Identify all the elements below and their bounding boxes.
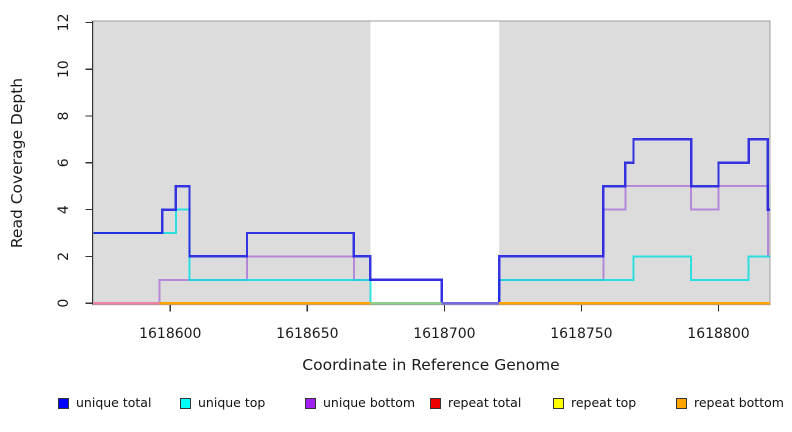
legend-label: repeat total bbox=[448, 395, 522, 410]
x-axis-title: Coordinate in Reference Genome bbox=[302, 356, 559, 374]
legend-label: unique top bbox=[198, 395, 266, 410]
y-tick-label: 4 bbox=[56, 205, 72, 214]
legend-item-repeat-bottom: repeat bottom bbox=[676, 396, 784, 410]
y-tick-label: 10 bbox=[56, 60, 72, 78]
x-tick-label: 1618700 bbox=[413, 326, 475, 342]
y-tick-label: 6 bbox=[56, 158, 72, 167]
legend-swatch bbox=[676, 397, 687, 409]
highlight-band bbox=[370, 21, 500, 305]
y-tick-label: 12 bbox=[56, 13, 72, 31]
legend-label: repeat top bbox=[571, 395, 637, 410]
legend-item-unique-top: unique top bbox=[180, 396, 265, 410]
legend-label: repeat bottom bbox=[694, 395, 784, 410]
y-tick-label: 2 bbox=[56, 252, 72, 261]
y-tick-label: 8 bbox=[56, 112, 72, 121]
legend-item-unique-bottom: unique bottom bbox=[305, 396, 415, 410]
x-tick-label: 1618750 bbox=[550, 326, 612, 342]
legend-item-unique-total: unique total bbox=[58, 396, 151, 410]
y-tick-label: 0 bbox=[56, 299, 72, 308]
legend-label: unique total bbox=[76, 395, 152, 410]
x-tick-label: 1618650 bbox=[276, 326, 338, 342]
legend-swatch bbox=[58, 397, 69, 409]
legend-label: unique bottom bbox=[323, 395, 416, 410]
series-unique-total bbox=[93, 138, 770, 305]
y-axis-title: Read Coverage Depth bbox=[8, 78, 26, 248]
legend-swatch bbox=[430, 397, 441, 409]
plot-panel bbox=[92, 20, 771, 306]
legend-swatch bbox=[553, 397, 564, 409]
axes: 0 2 4 6 8 10 12 1618600 1618650 1618700 1618750 161… bbox=[56, 13, 750, 342]
legend-item-repeat-top: repeat top bbox=[553, 396, 636, 410]
series-lines bbox=[93, 138, 770, 305]
legend-item-repeat-total: repeat total bbox=[430, 396, 521, 410]
legend-swatch bbox=[305, 397, 316, 409]
x-tick-label: 1618600 bbox=[139, 326, 201, 342]
legend-swatch bbox=[180, 397, 191, 409]
x-tick-label: 1618800 bbox=[687, 326, 749, 342]
